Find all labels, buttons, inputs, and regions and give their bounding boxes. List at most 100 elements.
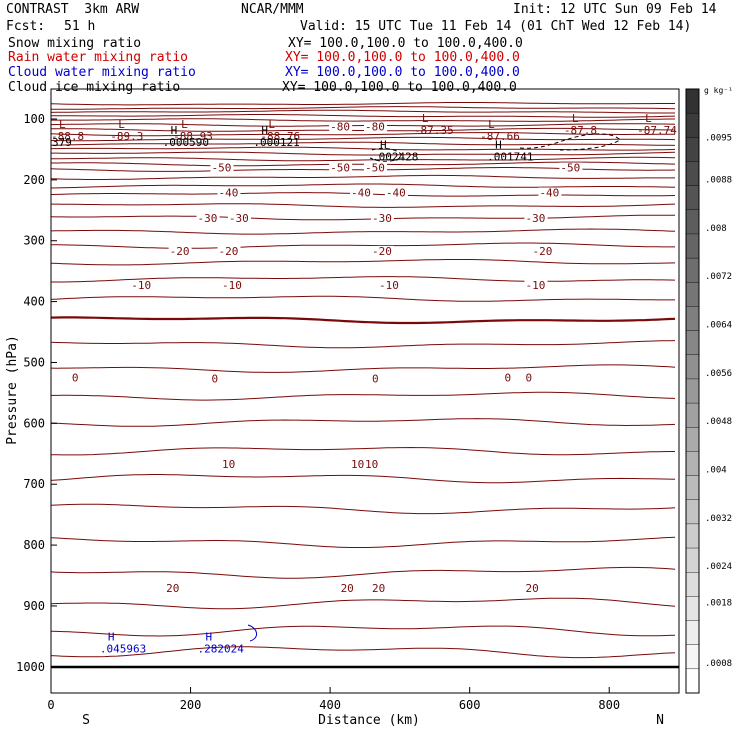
contour-label: 10 — [222, 458, 235, 471]
init-time: Init: 12 UTC Sun 09 Feb 14 — [513, 2, 717, 17]
forecast-label: Fcst: — [6, 19, 46, 34]
temperature-contour — [50, 214, 676, 221]
temperature-contour — [50, 259, 676, 266]
colorbar-swatch — [685, 257, 700, 283]
y-tick-label: 500 — [23, 355, 45, 369]
extremum-symbol: L — [59, 118, 66, 131]
contour-label: -40 — [351, 186, 371, 199]
contour-label: 0 — [72, 372, 79, 385]
colorbar-swatch — [685, 451, 700, 477]
contour-label: 10 — [351, 458, 364, 471]
contour-label: -20 — [170, 245, 190, 258]
colorbar-label: .0056 — [705, 369, 732, 379]
contour-label: 20 — [341, 582, 354, 595]
contour-label-mask — [210, 162, 234, 173]
y-axis: 100 200 300 400 500 600 700 800 900 1000 — [16, 112, 57, 674]
temperature-contour — [50, 228, 676, 235]
contour-label-mask — [350, 187, 374, 198]
contour-label-mask — [220, 458, 237, 469]
field-cloudwater-xy: XY= 100.0,100.0 to 100.0,400.0 — [285, 65, 520, 80]
temperature-contour — [50, 536, 676, 548]
contour-label-mask — [377, 280, 401, 291]
extremum-symbol: L — [572, 112, 579, 125]
contour-label-mask — [227, 213, 251, 224]
contour-labels: -80 -80-50 -50 -50 -50-40 -40 -40 -40-30 -30 -30-… — [70, 121, 583, 595]
extremum-symbol: H — [108, 630, 115, 643]
colorbar-swatch — [685, 161, 700, 187]
contour-label: 0 — [525, 372, 532, 385]
colorbar-swatch — [685, 137, 700, 162]
temperature-contour — [51, 118, 675, 122]
extremum-symbol: L — [118, 118, 125, 131]
extremum-value: .000590 — [163, 136, 209, 149]
field-snow-name: Snow mixing ratio — [8, 36, 142, 51]
contour-label: 10 — [365, 458, 378, 471]
colorbar-swatch — [685, 112, 700, 138]
field-rain-name: Rain water mixing ratio — [8, 50, 189, 65]
colorbar-swatch — [685, 547, 700, 573]
x-tick-label: 0 — [47, 698, 54, 712]
contour-label: -50 — [365, 162, 385, 175]
extremum-value: .045963 — [100, 642, 146, 655]
contour-label-mask — [196, 213, 220, 224]
temperature-contour — [51, 114, 676, 118]
colorbar-label: .0072 — [705, 272, 732, 282]
contour-label: -50 — [211, 162, 231, 175]
temperature-contour — [50, 174, 675, 180]
temperature-contour — [50, 503, 676, 515]
contour-label: -40 — [539, 186, 559, 199]
producer-label: NCAR/MMM — [241, 2, 304, 17]
y-tick-label: 400 — [23, 295, 45, 309]
extremum-value: -88.93 — [173, 130, 213, 143]
colorbar-swatch — [685, 402, 700, 428]
extremum-symbol: L — [488, 118, 495, 131]
field-cloudice-xy: XY= 100.0,100.0 to 100.0,400.0 — [282, 80, 517, 95]
contour-label-mask — [370, 583, 387, 594]
north-label: N — [656, 713, 664, 728]
contour-label-mask — [503, 372, 513, 383]
temperature-contour — [51, 156, 676, 162]
colorbar-swatch — [685, 644, 700, 670]
contour-label-mask — [384, 187, 408, 198]
temperature-contour — [50, 123, 676, 127]
colorbar-swatch — [685, 668, 700, 694]
temperature-contour — [50, 418, 676, 427]
y-tick-label: 900 — [23, 599, 45, 613]
colorbar-label: .0018 — [705, 598, 732, 608]
colorbar-swatch — [685, 209, 700, 235]
colorbar-label: .0064 — [705, 321, 732, 331]
extremum-value: -87.74 — [637, 124, 677, 137]
contour-label-mask — [329, 121, 353, 132]
contour-label-mask — [130, 280, 154, 291]
temperature-contour — [51, 127, 676, 132]
temperature-contour — [50, 316, 676, 325]
temperature-contour — [51, 146, 676, 151]
temperature-contour — [50, 597, 676, 610]
colorbar-label: .0032 — [705, 514, 732, 524]
contour-label: -10 — [222, 279, 242, 292]
contour-label-mask — [364, 162, 387, 173]
forecast-hour: 51 h — [64, 19, 96, 34]
contour-label-mask — [524, 583, 541, 594]
x-axis-label: Distance (km) — [318, 713, 420, 728]
field-cloudice-name: Cloud ice mixing ratio — [8, 80, 181, 95]
plot-title: CONTRAST 3km ARW — [6, 2, 140, 17]
colorbar-swatch — [685, 499, 700, 525]
temperature-contour — [50, 109, 675, 114]
contour-label-mask — [370, 373, 380, 384]
colorbar-label: .0095 — [705, 133, 732, 143]
y-tick-label: 1000 — [16, 660, 45, 674]
colorbar-unit: g kg⁻¹ — [704, 86, 733, 95]
contour-label: -20 — [532, 245, 552, 258]
contour-label: -30 — [198, 212, 218, 225]
x-tick-label: 400 — [319, 698, 341, 712]
temperature-contour — [51, 242, 675, 249]
y-tick-label: 300 — [23, 234, 45, 248]
colorbar-label: .0024 — [705, 562, 732, 572]
extremum-symbol: H — [495, 139, 502, 152]
x-tick-label: 200 — [180, 698, 202, 712]
temperature-contour — [51, 161, 676, 167]
extremum-value: -87.35 — [414, 124, 454, 137]
